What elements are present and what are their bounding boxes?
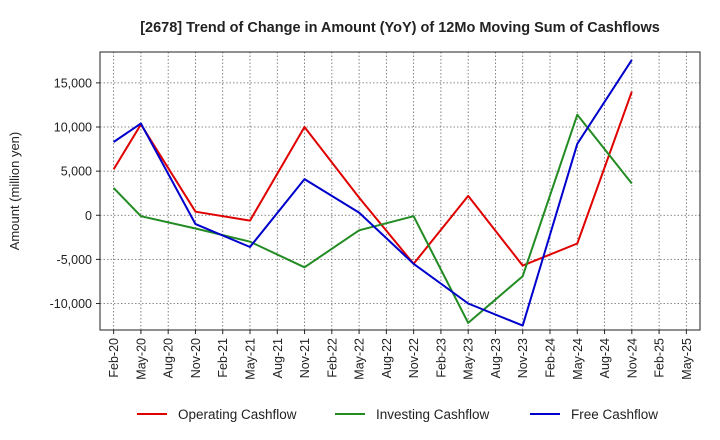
x-tick-label: Feb-22 bbox=[325, 338, 339, 378]
x-tick-label: Feb-25 bbox=[653, 338, 667, 378]
free-cashflow-line bbox=[113, 59, 633, 327]
y-tick-label: 10,000 bbox=[54, 121, 92, 135]
y-axis-label: Amount (million yen) bbox=[7, 132, 22, 251]
y-tick-label: 0 bbox=[85, 209, 92, 223]
x-tick-label: Aug-20 bbox=[162, 338, 176, 378]
series-lines bbox=[112, 59, 633, 327]
legend-label-free-cashflow: Free Cashflow bbox=[571, 407, 658, 422]
x-tick-label: Aug-24 bbox=[598, 338, 612, 378]
x-tick-label: Nov-21 bbox=[298, 338, 312, 378]
plot-area-frame bbox=[99, 51, 701, 331]
x-tick-label: Nov-23 bbox=[516, 338, 530, 378]
y-tick-label: 5,000 bbox=[61, 165, 92, 179]
grid-lines bbox=[100, 52, 700, 330]
legend-label-investing-cashflow: Investing Cashflow bbox=[376, 407, 490, 422]
x-tick-label: Feb-21 bbox=[216, 338, 230, 378]
x-tick-label: May-24 bbox=[571, 338, 585, 380]
x-tick-label: Feb-24 bbox=[544, 338, 558, 378]
x-tick-label: May-20 bbox=[134, 338, 148, 380]
x-tick-label: May-22 bbox=[353, 338, 367, 380]
legend-label-operating-cashflow: Operating Cashflow bbox=[178, 407, 297, 422]
y-tick-label: -5,000 bbox=[57, 253, 92, 267]
x-tick-label: Feb-20 bbox=[107, 338, 121, 378]
x-tick-label: May-21 bbox=[244, 338, 258, 380]
x-tick-label: May-23 bbox=[462, 338, 476, 380]
x-tick-label: Feb-23 bbox=[434, 338, 448, 378]
x-axis-ticks: Feb-20 May-20 Aug-20 Nov-20 Feb-21 May-21 Aug-… bbox=[107, 330, 694, 380]
x-tick-label: Aug-21 bbox=[271, 338, 285, 378]
chart-title: [2678] Trend of Change in Amount (YoY) o… bbox=[140, 20, 660, 36]
investing-cashflow-line bbox=[112, 113, 633, 324]
x-tick-label: Aug-23 bbox=[489, 338, 503, 378]
x-tick-label: Nov-20 bbox=[189, 338, 203, 378]
x-tick-label: Nov-22 bbox=[407, 338, 421, 378]
x-tick-label: May-25 bbox=[680, 338, 694, 380]
operating-cashflow-line bbox=[112, 91, 633, 267]
legend: Operating Cashflow Investing Cashflow Free… bbox=[137, 407, 658, 422]
y-axis-ticks: -10,000 -5,000 0 5,000 10,000 15,000 bbox=[50, 76, 100, 311]
y-tick-label: -10,000 bbox=[50, 297, 92, 311]
x-tick-label: Nov-24 bbox=[625, 338, 639, 378]
y-tick-label: 15,000 bbox=[54, 76, 92, 90]
x-tick-label: Aug-22 bbox=[380, 338, 394, 378]
